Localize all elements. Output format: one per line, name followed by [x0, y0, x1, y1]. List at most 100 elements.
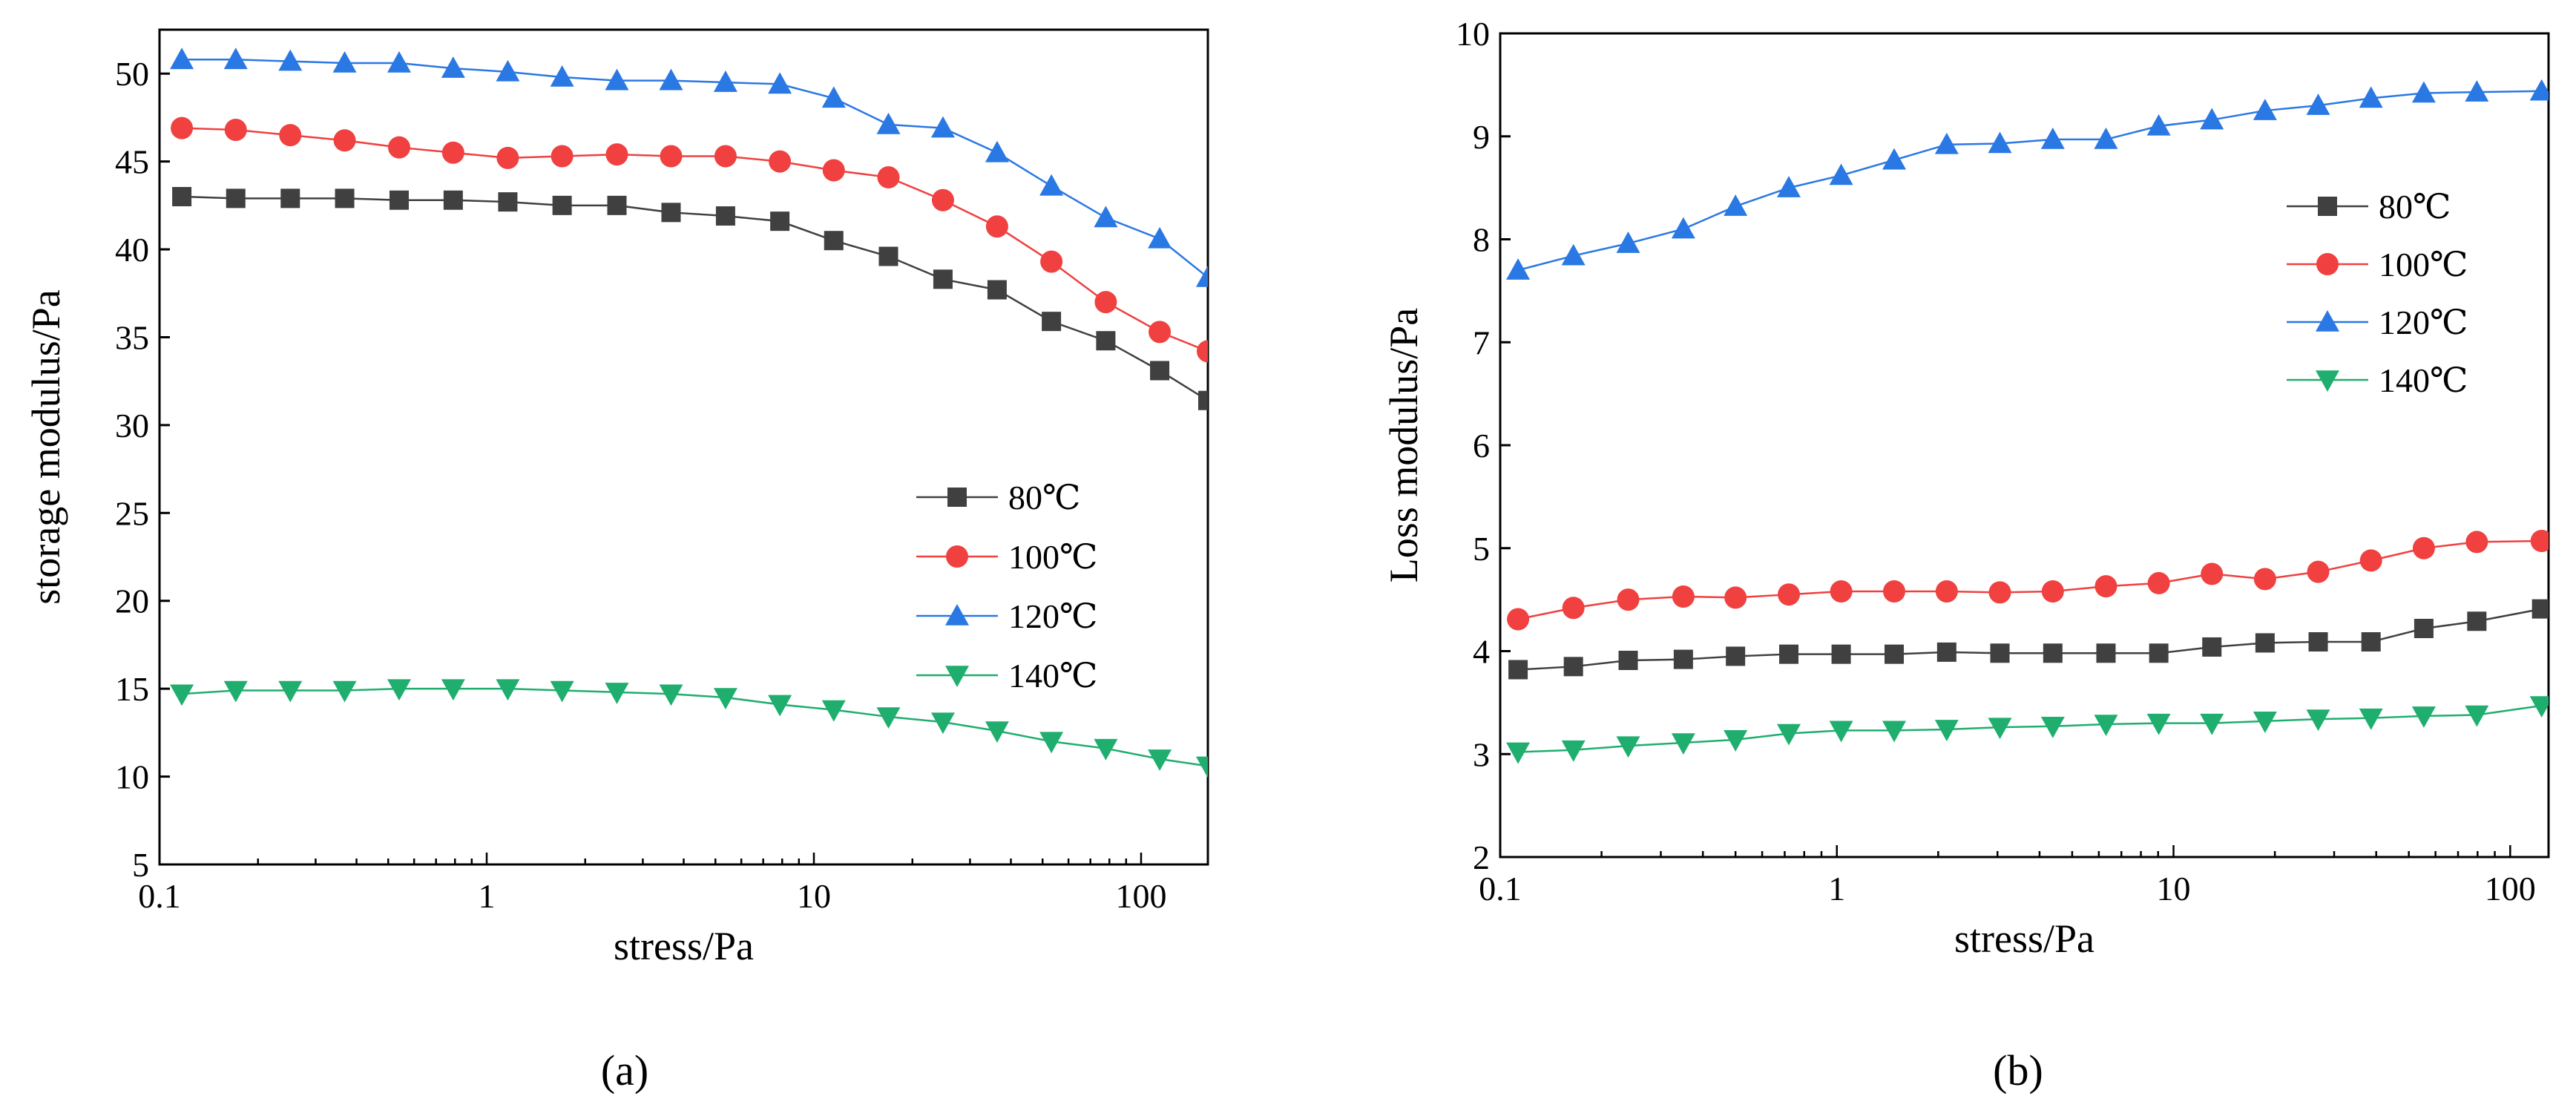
legend-item: 100℃ [2287, 246, 2468, 283]
x-tick-label: 10 [797, 877, 831, 915]
legend-marker [2316, 310, 2339, 332]
plot-frame [1499, 32, 2550, 859]
data-point [550, 65, 574, 87]
data-point [1507, 608, 1530, 631]
series-line [1517, 539, 2542, 620]
data-point [387, 136, 410, 159]
legend-marker [2316, 370, 2339, 392]
data-point [2253, 712, 2277, 733]
data-point [2465, 80, 2489, 102]
data-point [1196, 265, 1208, 287]
data-point [278, 49, 303, 71]
data-point [1988, 581, 2011, 604]
legend-label: 80℃ [1008, 479, 1080, 516]
data-point [1936, 642, 1956, 662]
legend-label: 100℃ [2379, 246, 2468, 283]
legend-item: 80℃ [2287, 188, 2451, 226]
x-axis-label: stress/Pa [614, 924, 754, 968]
data-point [821, 86, 846, 108]
data-point [332, 680, 357, 703]
data-point [441, 141, 464, 164]
legend-marker [946, 545, 968, 568]
data-point [2529, 696, 2549, 718]
data-point [1094, 291, 1117, 314]
data-point [170, 684, 194, 706]
data-point [2149, 643, 2169, 663]
data-point [1618, 650, 1638, 670]
data-point [171, 116, 194, 140]
data-point [2359, 86, 2383, 108]
y-tick-label: 8 [1473, 221, 1490, 259]
y-tick-label: 5 [132, 846, 149, 884]
data-point [930, 116, 955, 138]
data-point [2308, 632, 2328, 652]
data-point [226, 188, 246, 209]
data-point [713, 70, 737, 92]
y-tick-label: 4 [1473, 633, 1490, 671]
data-point [768, 72, 792, 94]
data-point [278, 680, 303, 703]
data-point [1882, 721, 1907, 743]
series-line [1518, 608, 2542, 671]
y-tick-label: 7 [1473, 324, 1490, 361]
data-point [1094, 206, 1118, 228]
data-point [2531, 599, 2549, 619]
legend-label: 100℃ [1008, 538, 1097, 576]
data-point [1724, 730, 1748, 752]
data-point [1562, 597, 1585, 620]
data-point [987, 280, 1007, 300]
legend-marker [947, 488, 967, 507]
data-point [1726, 646, 1746, 666]
data-point [1882, 148, 1907, 170]
y-tick-label: 30 [115, 407, 149, 444]
data-point [279, 124, 302, 147]
data-point [1777, 723, 1801, 746]
panel-label: (b) [1993, 1046, 2043, 1094]
series-line [181, 687, 1208, 767]
data-point [2359, 549, 2382, 572]
data-point [1990, 643, 2010, 663]
legend-item: 140℃ [2287, 361, 2468, 399]
data-point [1039, 174, 1064, 196]
data-point [1883, 580, 1906, 603]
data-point [2146, 713, 2171, 735]
data-point [170, 47, 194, 70]
data-point [2094, 715, 2118, 737]
data-point [1934, 132, 1959, 154]
data-point [660, 145, 683, 168]
data-point [1508, 660, 1528, 680]
legend-marker [2318, 197, 2337, 216]
x-axis-label: stress/Pa [1954, 916, 2094, 961]
data-point [441, 56, 465, 78]
data-point [876, 112, 901, 134]
data-point [387, 51, 411, 73]
data-point [1885, 644, 1905, 664]
y-tick-label: 10 [115, 758, 149, 796]
data-point [2465, 705, 2489, 727]
data-point [661, 203, 681, 223]
data-point [2411, 706, 2436, 728]
data-point [2040, 716, 2065, 738]
data-point [335, 188, 355, 209]
y-tick-label: 25 [115, 494, 149, 532]
data-point [605, 68, 629, 91]
series-line [1517, 90, 2542, 272]
legend-item: 120℃ [916, 597, 1097, 635]
y-tick-label: 40 [115, 231, 149, 269]
data-point [1831, 644, 1851, 664]
data-point [607, 195, 627, 215]
data-point [1673, 649, 1693, 669]
data-point [2043, 643, 2063, 663]
data-point [1094, 738, 1118, 761]
data-point [2202, 637, 2222, 657]
data-point [224, 119, 247, 141]
data-point [1150, 361, 1170, 381]
x-tick-label: 1 [478, 877, 495, 915]
data-point [770, 211, 790, 232]
legend: 80℃ 100℃ 120℃ 140℃ [2287, 188, 2468, 399]
data-point [223, 47, 248, 70]
data-point [1829, 163, 1853, 186]
data-point [2041, 580, 2064, 603]
chart-panel-a: 5 10 15 20 25 30 35 40 45 50 0.1 1 10 100 stress/Pa sto… [24, 28, 1209, 1094]
data-point [2094, 127, 2118, 149]
